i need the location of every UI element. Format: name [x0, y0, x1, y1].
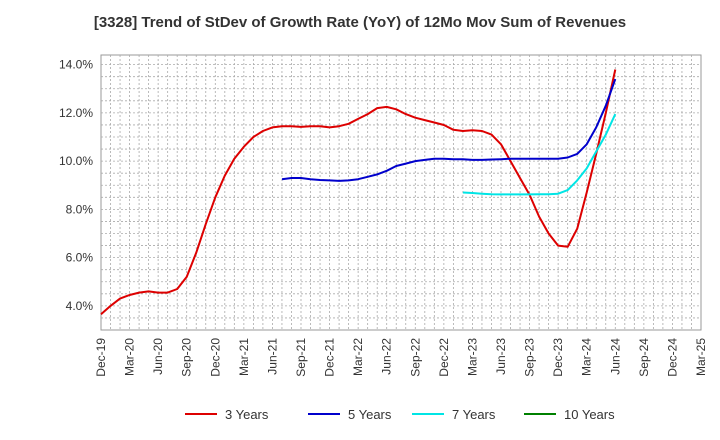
- x-tick-label: Jun-22: [380, 338, 394, 375]
- chart-title: [3328] Trend of StDev of Growth Rate (Yo…: [93, 14, 627, 31]
- y-tick-label: 14.0%: [59, 58, 93, 72]
- x-tick-label: Mar-21: [237, 338, 251, 376]
- x-tick-label: Mar-25: [694, 338, 708, 376]
- y-tick-label: 10.0%: [59, 154, 93, 168]
- x-tick-label: Sep-23: [523, 338, 537, 377]
- x-tick-label: Sep-21: [294, 338, 308, 377]
- series-line-7-years: [462, 113, 617, 196]
- x-tick-label: Sep-24: [637, 338, 651, 377]
- legend-label: 3 Years: [225, 407, 269, 422]
- legend-label: 5 Years: [348, 407, 392, 422]
- y-tick-label: 12.0%: [59, 106, 93, 120]
- x-tick-label: Mar-23: [465, 338, 479, 376]
- plot-area: [100, 54, 702, 331]
- y-tick-label: 8.0%: [66, 202, 94, 216]
- x-tick-label: Mar-24: [580, 338, 594, 376]
- x-tick-label: Sep-20: [180, 338, 194, 377]
- x-tick-label: Jun-20: [151, 338, 165, 375]
- x-tick-label: Dec-19: [94, 338, 108, 377]
- x-tick-label: Jun-23: [494, 338, 508, 375]
- legend-label: 7 Years: [452, 407, 496, 422]
- x-tick-label: Dec-20: [208, 338, 222, 377]
- x-tick-label: Mar-22: [351, 338, 365, 376]
- x-tick-label: Dec-22: [437, 338, 451, 377]
- x-tick-label: Sep-22: [408, 338, 422, 377]
- legend-label: 10 Years: [564, 407, 615, 422]
- x-tick-label: Dec-23: [551, 338, 565, 377]
- x-tick-label: Mar-20: [123, 338, 137, 376]
- x-tick-label: Jun-21: [265, 338, 279, 375]
- x-tick-label: Dec-24: [665, 338, 679, 377]
- x-tick-label: Jun-24: [608, 338, 622, 375]
- y-tick-label: 4.0%: [66, 299, 94, 313]
- series-line-5-years: [281, 78, 617, 182]
- y-tick-label: 6.0%: [66, 251, 94, 265]
- x-tick-label: Dec-21: [323, 338, 337, 377]
